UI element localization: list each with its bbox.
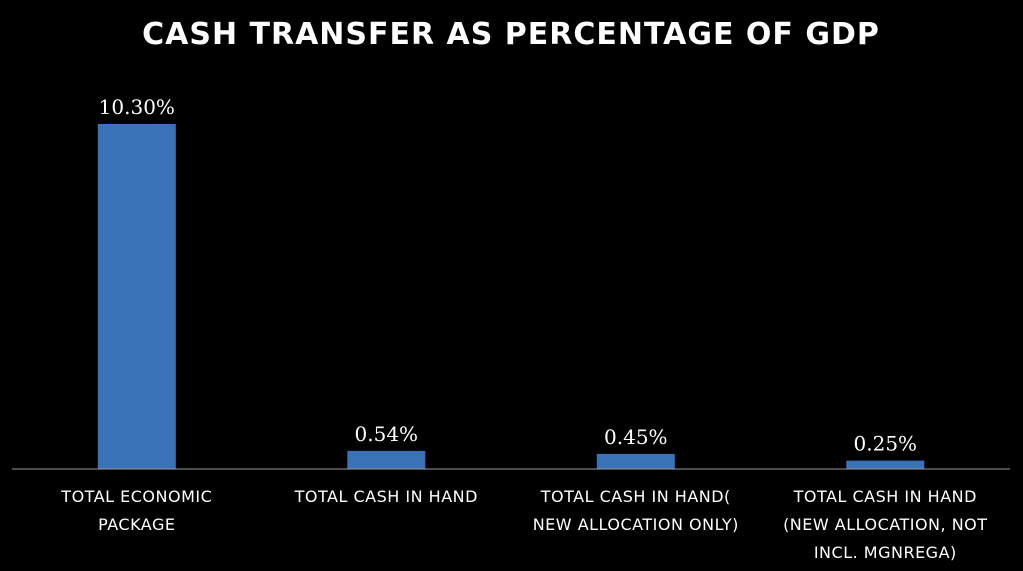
data-label-1: 0.54% bbox=[355, 422, 419, 446]
chart-title: CASH TRANSFER AS PERCENTAGE OF GDP bbox=[142, 17, 880, 52]
bar-2 bbox=[596, 453, 675, 469]
category-label-3-line-1: (NEW ALLOCATION, NOT bbox=[783, 515, 987, 534]
bar-3 bbox=[846, 460, 925, 469]
category-label-0-line-1: PACKAGE bbox=[98, 515, 175, 534]
data-labels-group: 10.30% 0.54% 0.45% 0.25% bbox=[99, 95, 917, 456]
data-label-3: 0.25% bbox=[854, 432, 918, 456]
category-label-1: TOTAL CASH IN HAND bbox=[294, 487, 478, 506]
data-label-2: 0.45% bbox=[604, 425, 668, 449]
category-label-3: TOTAL CASH IN HAND (NEW ALLOCATION, NOT IN… bbox=[783, 487, 987, 562]
data-label-0: 10.30% bbox=[99, 95, 175, 119]
bars-group bbox=[97, 124, 925, 469]
category-label-3-line-2: INCL. MGNREGA) bbox=[814, 543, 957, 562]
category-label-3-line-0: TOTAL CASH IN HAND bbox=[793, 487, 977, 506]
category-label-2-line-0: TOTAL CASH IN HAND( bbox=[540, 487, 731, 506]
category-label-2-line-1: NEW ALLOCATION ONLY) bbox=[533, 515, 739, 534]
bar-1 bbox=[347, 450, 426, 469]
category-label-2: TOTAL CASH IN HAND( NEW ALLOCATION ONLY) bbox=[533, 487, 739, 534]
category-label-0: TOTAL ECONOMIC PACKAGE bbox=[60, 487, 212, 534]
category-label-1-line-0: TOTAL CASH IN HAND bbox=[294, 487, 478, 506]
category-label-0-line-0: TOTAL ECONOMIC bbox=[60, 487, 212, 506]
bar-0 bbox=[97, 124, 176, 469]
